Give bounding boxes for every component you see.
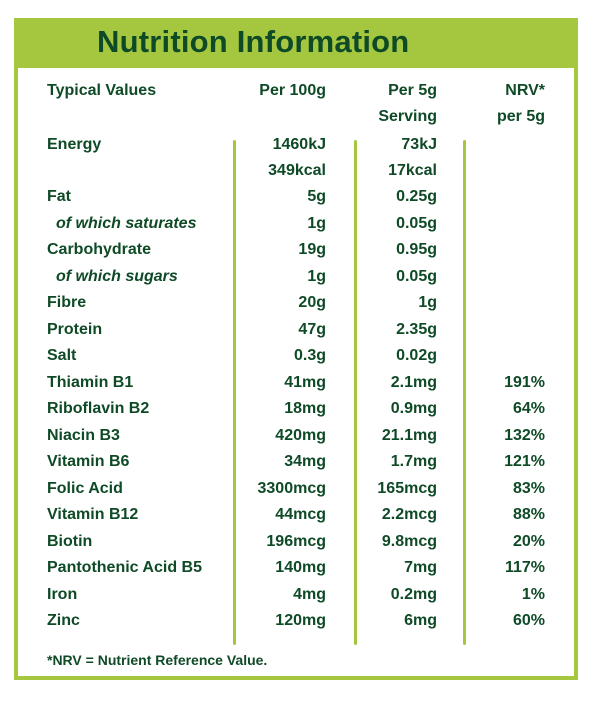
per-5g-value: 0.25g bbox=[396, 188, 437, 205]
nutrient-label: Vitamin B6 bbox=[47, 453, 130, 470]
column-divider bbox=[354, 140, 357, 645]
per-5g-value: 0.2mg bbox=[390, 585, 437, 603]
per-100g-value: 0.3g bbox=[293, 347, 326, 364]
header-nrv-per-5g: per 5g bbox=[496, 108, 545, 125]
nutrient-label: Pantothenic Acid B5 bbox=[47, 559, 202, 576]
per-100g-value: 18mg bbox=[284, 400, 326, 417]
nrv-value: 1% bbox=[521, 585, 545, 603]
table-row: of which sugars 1g 0.05g bbox=[18, 268, 574, 294]
nrv-value: 64% bbox=[512, 400, 545, 417]
nutrient-label: Fat bbox=[47, 188, 71, 205]
table-row: Zinc 120mg 6mg 60% bbox=[18, 612, 574, 638]
per-100g-value: 5g bbox=[307, 188, 326, 205]
table-row-energy-kcal: 349kcal 17kcal bbox=[18, 162, 574, 188]
table-row: of which saturates 1g 0.05g bbox=[18, 215, 574, 241]
per-5g-value: 21.1mg bbox=[381, 426, 437, 444]
title-band: Nutrition Information bbox=[18, 18, 574, 68]
header-serving: Serving bbox=[378, 108, 437, 125]
column-divider bbox=[233, 140, 236, 645]
per-100g-value: 420mg bbox=[275, 426, 326, 444]
nutrient-label: Carbohydrate bbox=[47, 241, 152, 258]
per-5g-value: 0.02g bbox=[396, 347, 437, 364]
per-100g-value: 41mg bbox=[284, 373, 326, 391]
per-5g-value: 1.7mg bbox=[390, 453, 437, 470]
per-5g-value: 2.2mcg bbox=[381, 506, 437, 523]
nutrient-label: Niacin B3 bbox=[47, 426, 120, 444]
table-row: Niacin B3 420mg 21.1mg 132% bbox=[18, 427, 574, 453]
table-row: Riboflavin B2 18mg 0.9mg 64% bbox=[18, 400, 574, 426]
nutrient-label: Iron bbox=[47, 585, 78, 603]
nutrient-label: Zinc bbox=[47, 612, 80, 629]
nutrient-label: Fibre bbox=[47, 294, 87, 311]
nutrient-label: Riboflavin B2 bbox=[47, 400, 150, 417]
table-row: Salt 0.3g 0.02g bbox=[18, 347, 574, 373]
per-100g-value: 3300mcg bbox=[257, 479, 327, 497]
per-5g-value: 0.05g bbox=[396, 267, 437, 285]
per-5g-value: 165mcg bbox=[377, 479, 437, 497]
per-100g-value: 140mg bbox=[275, 559, 326, 576]
nutrition-card: Nutrition Information Typical Values Per… bbox=[14, 18, 578, 680]
nutrient-label: Thiamin B1 bbox=[47, 373, 134, 391]
per-100g-value: 1g bbox=[307, 267, 326, 285]
nutrient-label: Biotin bbox=[47, 532, 93, 550]
nutrient-label: of which saturates bbox=[56, 214, 197, 232]
page-title: Nutrition Information bbox=[97, 24, 410, 59]
nrv-value: 121% bbox=[504, 453, 545, 470]
nrv-value: 60% bbox=[512, 612, 545, 629]
per-5g-value: 73kJ bbox=[401, 136, 437, 153]
table-row: Protein 47g 2.35g bbox=[18, 321, 574, 347]
table-row: Iron 4mg 0.2mg 1% bbox=[18, 586, 574, 612]
per-100g-value: 1g bbox=[307, 214, 326, 232]
nutrient-label: Salt bbox=[47, 347, 77, 364]
table-row: Pantothenic Acid B5 140mg 7mg 117% bbox=[18, 559, 574, 585]
nrv-value: 117% bbox=[504, 559, 545, 576]
nrv-value: 88% bbox=[512, 506, 545, 523]
per-100g-value: 120mg bbox=[275, 612, 326, 629]
nutrient-label: of which sugars bbox=[56, 267, 178, 285]
table-row: Vitamin B6 34mg 1.7mg 121% bbox=[18, 453, 574, 479]
per-5g-value: 0.05g bbox=[396, 214, 437, 232]
per-5g-value: 7mg bbox=[404, 559, 437, 576]
nutrient-label: Folic Acid bbox=[47, 479, 123, 497]
nrv-value: 20% bbox=[512, 532, 545, 550]
header-per-5g: Per 5g bbox=[388, 82, 437, 99]
header-typical-values: Typical Values bbox=[47, 82, 157, 99]
per-100g-value: 4mg bbox=[293, 585, 326, 603]
header-per-100g: Per 100g bbox=[259, 82, 326, 99]
nrv-value: 83% bbox=[512, 479, 545, 497]
per-5g-value: 2.1mg bbox=[390, 373, 437, 391]
per-100g-value: 47g bbox=[298, 320, 326, 338]
table-row: Vitamin B12 44mcg 2.2mcg 88% bbox=[18, 506, 574, 532]
table-row: Carbohydrate 19g 0.95g bbox=[18, 241, 574, 267]
table-row: Folic Acid 3300mcg 165mcg 83% bbox=[18, 480, 574, 506]
nutrient-label: Protein bbox=[47, 320, 103, 338]
nrv-value: 191% bbox=[504, 373, 545, 391]
per-5g-value: 0.95g bbox=[396, 241, 437, 258]
per-5g-value: 17kcal bbox=[388, 162, 437, 179]
column-divider bbox=[463, 140, 466, 645]
table-row: Fat 5g 0.25g bbox=[18, 188, 574, 214]
per-5g-value: 2.35g bbox=[396, 320, 437, 338]
per-100g-value: 34mg bbox=[284, 453, 326, 470]
per-100g-value: 20g bbox=[298, 294, 326, 311]
table-row: Thiamin B1 41mg 2.1mg 191% bbox=[18, 374, 574, 400]
per-5g-value: 6mg bbox=[404, 612, 437, 629]
per-100g-value: 19g bbox=[298, 241, 326, 258]
footnote: *NRV = Nutrient Reference Value. bbox=[47, 652, 268, 668]
per-100g-value: 44mcg bbox=[275, 506, 326, 523]
per-100g-value: 349kcal bbox=[268, 162, 326, 179]
per-100g-value: 196mcg bbox=[266, 532, 326, 550]
per-100g-value: 1460kJ bbox=[272, 136, 326, 153]
per-5g-value: 1g bbox=[418, 294, 437, 311]
table-row: Fibre 20g 1g bbox=[18, 294, 574, 320]
nrv-value: 132% bbox=[504, 426, 545, 444]
table-row-energy-kj: Energy 1460kJ 73kJ bbox=[18, 136, 574, 162]
table-row: Biotin 196mcg 9.8mcg 20% bbox=[18, 533, 574, 559]
per-5g-value: 9.8mcg bbox=[381, 532, 437, 550]
nutrient-label: Energy bbox=[47, 136, 102, 153]
nutrient-label: Vitamin B12 bbox=[47, 506, 139, 523]
per-5g-value: 0.9mg bbox=[390, 400, 437, 417]
header-nrv: NRV* bbox=[505, 82, 545, 99]
